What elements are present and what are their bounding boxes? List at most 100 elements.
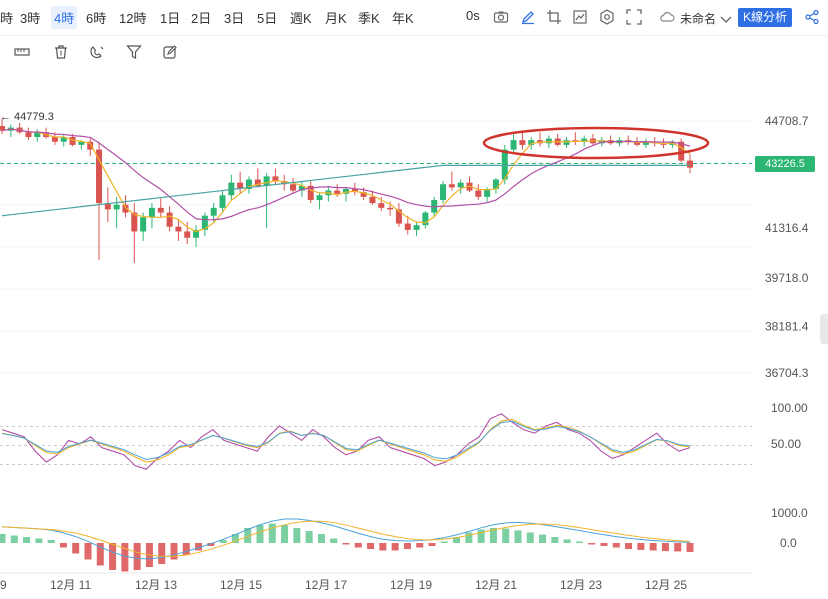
timeframe-1d[interactable]: 1日 — [160, 11, 181, 26]
timeframe-4h[interactable]: 4時 — [51, 6, 78, 29]
time-axis-label: 9 — [0, 578, 7, 592]
macd-bar — [465, 532, 473, 543]
candle-body — [290, 184, 297, 191]
macd-bar — [109, 543, 117, 570]
timeframe-quarter[interactable]: 季K — [358, 11, 380, 26]
candle-body — [678, 141, 685, 161]
ma-slow-line — [1, 164, 690, 217]
candle-body — [431, 199, 438, 213]
macd-dea-line — [1, 520, 691, 557]
osc-d-line — [1, 418, 691, 463]
candle-body — [457, 182, 464, 188]
candle-body — [475, 190, 482, 197]
candle-body — [528, 140, 535, 145]
macd-bar — [121, 543, 129, 572]
timeframe-3d[interactable]: 3日 — [224, 11, 245, 26]
macd-bar — [391, 543, 399, 551]
candle-body — [201, 215, 208, 230]
cloud-icon — [659, 9, 675, 25]
macd-bar — [219, 540, 227, 543]
macd-bar — [661, 543, 669, 552]
candle-body — [34, 132, 41, 138]
osc-axis-label: 50.00 — [771, 437, 801, 451]
edit-box-icon[interactable] — [162, 44, 178, 60]
macd-bar — [10, 535, 18, 543]
macd-bar — [453, 537, 461, 543]
chevron-down-icon[interactable] — [718, 11, 734, 27]
price-chart[interactable]: 44708.7 41316.4 39718.0 38181.4 36704.3 100.… — [0, 68, 828, 599]
time-axis-label: 12月 11 — [50, 578, 91, 592]
time-axis-label: 12月 21 — [475, 578, 517, 592]
ruler-icon[interactable] — [14, 44, 30, 60]
candle-body — [254, 179, 261, 186]
osc-j-line — [1, 420, 691, 460]
macd-bar — [59, 543, 67, 548]
macd-bar — [256, 525, 264, 543]
share-icon[interactable] — [804, 9, 820, 25]
macd-bar — [293, 528, 301, 543]
timeframe-month[interactable]: 月K — [325, 11, 347, 26]
macd-bar — [342, 543, 350, 545]
chart-grid — [0, 120, 752, 374]
candle-body — [378, 203, 385, 208]
time-axis: 9 12月 11 12月 13 12月 15 12月 17 12月 19 12月 21 12月… — [0, 572, 752, 592]
filter-icon[interactable] — [126, 44, 142, 60]
timeframe-2d[interactable]: 2日 — [191, 11, 212, 26]
macd-bar — [674, 543, 682, 552]
candle-body — [113, 204, 120, 210]
layout-name[interactable]: 未命名 — [680, 12, 717, 26]
macd-bar — [612, 543, 620, 548]
timeframe-5d[interactable]: 5日 — [257, 11, 278, 26]
panel-collapse-handle[interactable] — [820, 314, 828, 344]
ma-mid-line — [1, 128, 691, 221]
fullscreen-icon[interactable] — [626, 9, 642, 25]
macd-bar — [686, 543, 694, 552]
macd-bar — [588, 543, 596, 545]
osc-axis-label: 100.00 — [771, 401, 808, 415]
timeframe-1h[interactable]: 時 — [0, 11, 14, 26]
candle-body — [448, 184, 455, 188]
macd-bar — [514, 530, 522, 543]
candle-body — [245, 179, 252, 189]
candle-body — [272, 176, 279, 182]
timeframe-3h[interactable]: 3時 — [20, 11, 41, 26]
crop-icon[interactable] — [546, 9, 562, 25]
candle-body — [131, 212, 138, 232]
time-axis-label: 12月 19 — [390, 578, 432, 592]
kline-analysis-button[interactable]: K線分析 — [738, 8, 792, 27]
timeframe-12h[interactable]: 12時 — [119, 11, 147, 26]
image-icon[interactable] — [572, 9, 588, 25]
macd-bar — [477, 529, 485, 543]
trash-icon[interactable] — [53, 44, 69, 60]
time-axis-label: 12月 17 — [305, 578, 347, 592]
macd-bar — [231, 534, 239, 543]
candle-body — [78, 141, 85, 145]
countdown-timer: 0s — [466, 8, 480, 23]
candle-body — [492, 179, 499, 189]
candle-body — [484, 188, 491, 197]
timeframe-6h[interactable]: 6時 — [86, 11, 107, 26]
top-toolbar: 時 3時 4時 6時 12時 1日 2日 3日 5日 週K 月K 季K 年K 0… — [0, 0, 828, 36]
pencil-icon[interactable] — [520, 9, 536, 25]
timeframe-week[interactable]: 週K — [290, 11, 312, 26]
macd-bar — [195, 543, 203, 551]
macd-bar — [72, 543, 80, 554]
time-axis-label: 12月 13 — [135, 578, 177, 592]
price-axis-label: 39718.0 — [765, 271, 809, 285]
macd-bar — [207, 543, 215, 546]
candle-body — [175, 226, 182, 232]
oscillator-axis: 100.00 50.00 — [771, 401, 808, 451]
settings-icon[interactable] — [599, 9, 615, 25]
macd-bar — [158, 543, 166, 564]
candle-body — [316, 195, 323, 200]
max-price-label: ← 44779.3 — [0, 111, 54, 123]
current-price-tag: 43226.5 — [755, 156, 815, 172]
macd-axis-label: 1000.0 — [771, 506, 808, 520]
magnet-icon[interactable] — [89, 44, 105, 60]
macd-bar — [502, 528, 510, 543]
timeframe-year[interactable]: 年K — [392, 11, 414, 26]
candle-body — [148, 207, 155, 218]
camera-icon[interactable] — [493, 9, 509, 25]
macd-dif-line — [1, 518, 691, 560]
oscillator-series — [1, 413, 691, 470]
